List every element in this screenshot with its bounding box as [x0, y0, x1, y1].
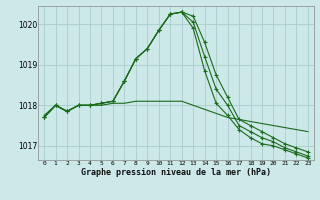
X-axis label: Graphe pression niveau de la mer (hPa): Graphe pression niveau de la mer (hPa) — [81, 168, 271, 177]
